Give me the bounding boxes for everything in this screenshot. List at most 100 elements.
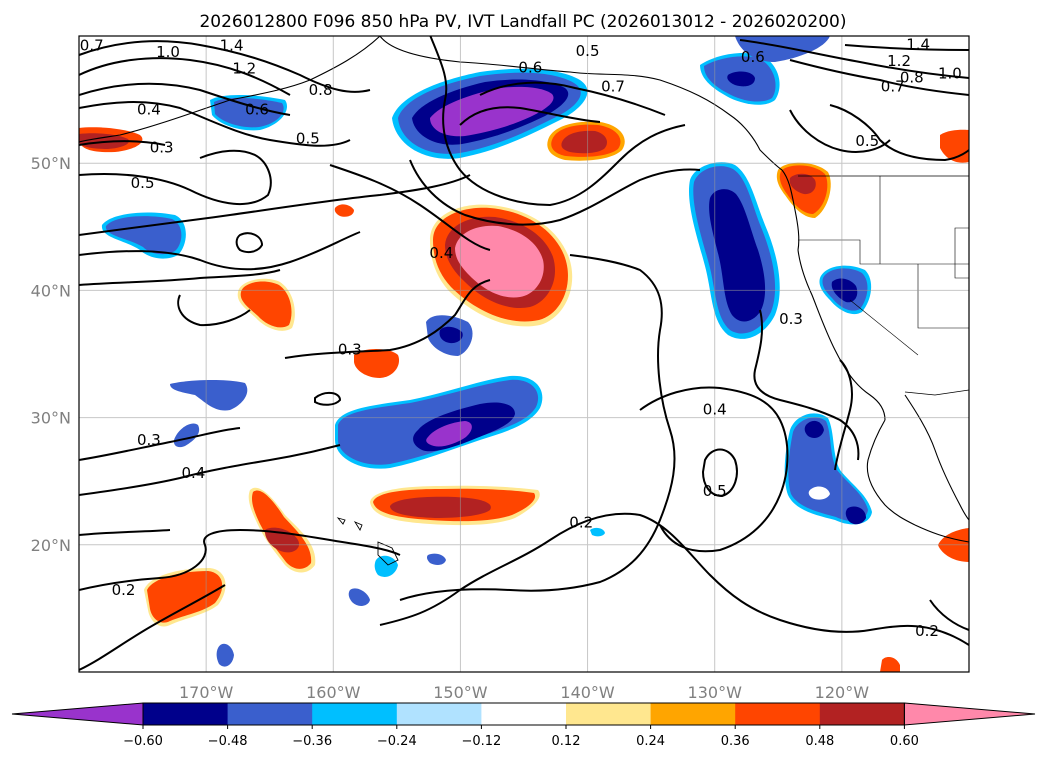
- anomaly-west-positive-1-core: [240, 281, 292, 328]
- contour-label-29: 0.2: [915, 622, 939, 640]
- contour-pv-04-west-2: [79, 444, 341, 496]
- contour-label-1: 1.0: [156, 43, 180, 61]
- contour-pv-02: [379, 512, 969, 646]
- border-state-3: [917, 264, 969, 329]
- anomaly-small-negative-8: [348, 588, 370, 606]
- contour-label-19: 0.5: [855, 132, 879, 150]
- anomaly-bc-positive-inner: [789, 173, 816, 195]
- contour-label-9: 0.5: [131, 174, 155, 192]
- border-state-4: [849, 299, 919, 356]
- contour-label-6: 0.4: [137, 100, 161, 118]
- coastline-oregon-california: [797, 249, 886, 421]
- contour-pv-03-lower: [79, 231, 361, 271]
- x-tick-label-1: 160°W: [306, 683, 361, 702]
- anomaly-tiny-positive-6: [334, 204, 354, 217]
- colorbar-segment-1: [143, 703, 229, 725]
- anomaly-baja-negative: [784, 413, 872, 525]
- colorbar-segment-7: [650, 703, 736, 725]
- map-frame: [78, 35, 970, 673]
- contour-label-28: 0.2: [112, 581, 136, 599]
- contour-label-18: 0.7: [881, 77, 905, 95]
- colorbar-tick-label-5: 0.12: [552, 734, 581, 749]
- anomaly-west-negative-3: [173, 423, 200, 448]
- contour-pv-02-east: [929, 599, 969, 631]
- colorbar-tick-label-6: 0.24: [636, 734, 665, 749]
- contour-label-12: 0.7: [601, 77, 625, 95]
- contour-north-2: [79, 57, 291, 96]
- x-tick-label-3: 140°W: [560, 683, 615, 702]
- anomaly-small-negative-4-core: [439, 326, 463, 344]
- contour-label-4: 0.8: [309, 81, 333, 99]
- colorbar-extend-low: [11, 702, 144, 726]
- colorbar: [11, 702, 1036, 726]
- island-hawaii-3: [336, 517, 346, 525]
- colorbar-segment-9: [819, 703, 905, 725]
- contour-pv-03-coast: [753, 309, 860, 461]
- contour-label-8: 0.3: [150, 138, 174, 156]
- pv-anomaly-shading: [79, 36, 969, 672]
- anomaly-offshore-pnw-negative: [688, 162, 780, 339]
- colorbar-tick-label-4: −0.12: [461, 734, 501, 749]
- contour-east-4: [829, 104, 969, 162]
- colorbar-segment-5: [481, 703, 567, 725]
- contour-north-6: [79, 149, 272, 206]
- contour-central-1: [429, 36, 686, 207]
- pv-contour-lines: [79, 36, 969, 671]
- anomaly-subtropical-negative: [335, 375, 543, 469]
- anomaly-northeast-pacific-positive: [430, 204, 573, 327]
- colorbar-tick-label-1: −0.48: [208, 734, 248, 749]
- colorbar-tick-label-2: −0.36: [292, 734, 332, 749]
- contour-central-2: [409, 159, 701, 226]
- contour-pv-05-loop: [701, 448, 738, 498]
- latitude-tick-labels: 20°N 30°N 40°N 50°N: [31, 154, 71, 555]
- contour-pv-02-west: [79, 528, 401, 591]
- contour-label-16: 1.0: [938, 65, 962, 83]
- contour-pv-03-trough: [399, 254, 676, 601]
- contour-label-20: 0.4: [429, 244, 453, 262]
- island-hawaii: [377, 541, 399, 566]
- colorbar-segment-8: [735, 703, 821, 725]
- anomaly-west-negative-2: [170, 380, 248, 411]
- contour-central-3: [329, 164, 491, 251]
- anomaly-small-negative-7: [216, 643, 234, 667]
- colorbar-extend-high: [903, 702, 1036, 726]
- colorbar-tick-label-0: −0.60: [123, 734, 163, 749]
- contour-pv-04: [79, 269, 281, 286]
- contour-label-24: 0.4: [181, 464, 205, 482]
- contour-pv-04-trough: [639, 386, 789, 553]
- coastline-baja-east: [904, 394, 969, 521]
- contour-pv-05-east: [459, 106, 601, 126]
- border-state-1: [798, 239, 969, 265]
- contour-east-5: [789, 109, 891, 153]
- border-state-5: [954, 227, 969, 279]
- anomaly-east-positive-3: [880, 657, 900, 672]
- x-tick-label-0: 170°W: [179, 683, 234, 702]
- contour-label-17: 0.8: [900, 69, 924, 87]
- anomaly-subtropical-positive: [370, 485, 540, 526]
- contour-north-3: [79, 82, 291, 116]
- longitude-tick-labels: 170°W 160°W 150°W 140°W 130°W 120°W: [179, 683, 869, 702]
- colorbar-tick-label-9: 0.60: [890, 734, 919, 749]
- coastline-mexico-mainland: [914, 524, 969, 543]
- contour-pv-03-sub: [79, 529, 171, 536]
- anomaly-alaska-negative-inner: [727, 71, 755, 87]
- coastline-aleutians: [79, 99, 231, 143]
- anomaly-small-positive-5: [354, 349, 400, 378]
- island-hawaii-2: [353, 521, 363, 531]
- colorbar-segment-6: [566, 703, 652, 725]
- contour-label-25: 0.4: [703, 401, 727, 419]
- x-tick-label-2: 150°W: [433, 683, 488, 702]
- anomaly-small-negative-9: [374, 555, 398, 577]
- contour-label-7: 0.5: [296, 130, 320, 148]
- contour-pv-04-west: [177, 294, 251, 327]
- coastline-baja: [866, 419, 916, 526]
- contour-pv-03-mid: [284, 279, 491, 359]
- chart-title: 2026012800 F096 850 hPa PV, IVT Landfall…: [199, 12, 846, 32]
- contour-label-11: 0.6: [518, 58, 542, 76]
- contour-label-0: 0.7: [80, 37, 104, 55]
- anomaly-small-negative-11: [590, 527, 605, 537]
- contour-pv-02-far-west: [79, 584, 226, 671]
- colorbar-segment-2: [227, 703, 313, 725]
- anomaly-small-negative-10: [426, 553, 446, 565]
- contour-pv-loop-2: [314, 392, 342, 406]
